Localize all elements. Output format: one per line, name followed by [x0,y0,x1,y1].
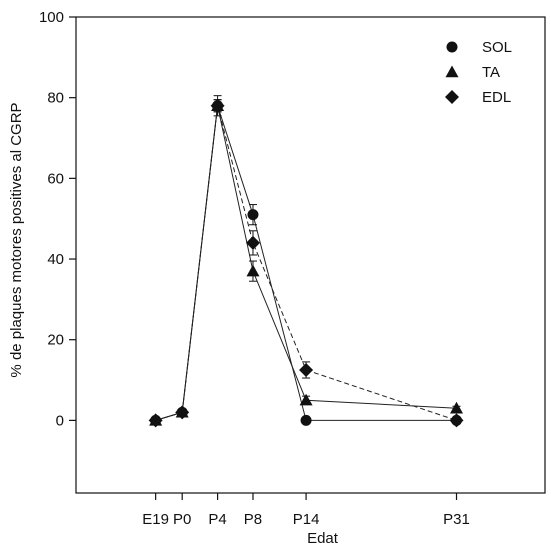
x-tick-label: P8 [244,511,262,528]
y-tick-label: 0 [56,412,64,429]
legend-label-ta: TA [482,64,500,81]
x-axis-label: Edat [307,530,339,547]
point-ta [450,401,464,414]
point-edl [245,235,260,250]
plot-frame [75,16,546,494]
series-line-edl [155,105,457,421]
x-tick-label: P14 [293,511,320,528]
legend-marker-edl [445,90,459,104]
x-tick-label: P0 [173,511,191,528]
point-ta [299,393,313,406]
legend-label-edl: EDL [482,89,511,106]
x-tick-label: E19 [142,511,169,528]
y-tick-label: 80 [47,90,64,107]
legend-marker-ta [445,65,459,78]
point-edl [299,362,314,377]
series-edl [148,98,464,428]
y-tick-label: 100 [39,9,64,26]
point-ta [246,264,260,277]
point-sol [247,209,259,221]
y-axis-label: % de plaques motores positives al CGRP [8,102,25,377]
y-tick-label: 40 [47,251,64,268]
y-tick-label: 60 [47,170,64,187]
point-edl [175,405,190,420]
legend-marker-sol [446,41,458,53]
x-tick-label: P31 [443,511,470,528]
point-edl [210,98,225,113]
point-sol [300,414,312,426]
point-edl [148,413,163,428]
x-tick-label: P4 [208,511,226,528]
point-edl [449,413,464,428]
legend-label-sol: SOL [482,39,512,56]
legend: SOL TA EDL [445,39,512,106]
y-tick-label: 20 [47,332,64,349]
series-layer [148,95,464,428]
axes: 0 20 40 60 80 100 E19 P0 P4 P8 P14 P31 [39,9,546,528]
